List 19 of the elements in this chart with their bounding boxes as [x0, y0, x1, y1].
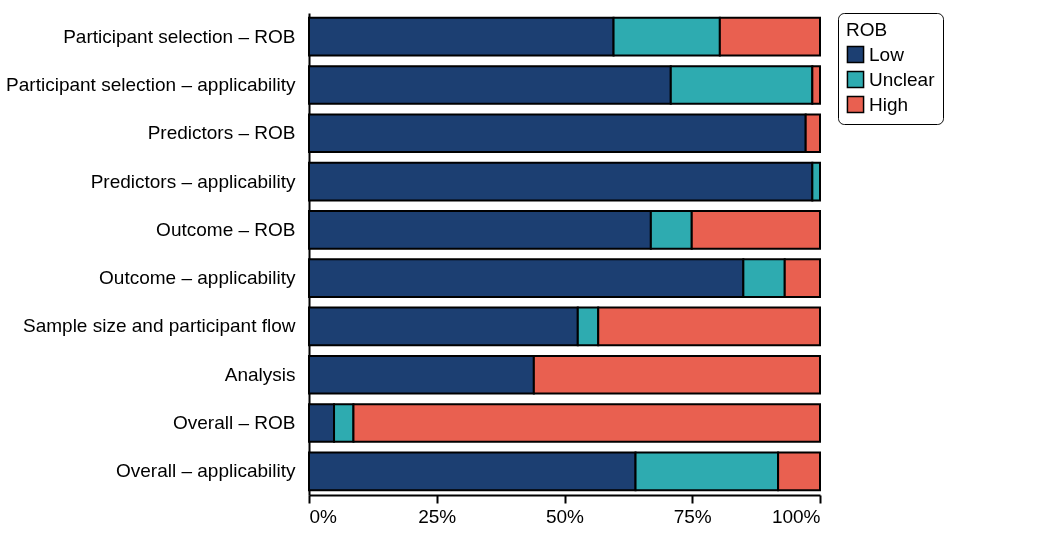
x-tick-label: 100%: [771, 505, 821, 527]
x-tick-label: 50%: [545, 505, 585, 527]
y-tick-label: Outcome – applicability: [99, 267, 296, 289]
y-tick-label: Sample size and participant flow: [23, 315, 296, 337]
x-tick-label: 25%: [418, 505, 457, 527]
x-tick-label: 0%: [309, 505, 338, 527]
legend-label: High: [869, 93, 909, 115]
legend-label: Unclear: [869, 68, 936, 90]
legend-label: Low: [869, 43, 905, 65]
y-tick-label: Outcome – ROB: [156, 218, 296, 240]
y-tick-label: Participant selection – ROB: [63, 25, 296, 47]
y-tick-label: Predictors – applicability: [90, 170, 296, 192]
y-tick-label: Overall – applicability: [115, 460, 296, 482]
y-tick-label: Predictors – ROB: [147, 122, 296, 144]
y-tick-label: Analysis: [224, 363, 296, 385]
y-tick-label: Participant selection – applicability: [6, 73, 296, 95]
y-tick-label: Overall – ROB: [173, 412, 296, 434]
x-tick-label: 75%: [673, 505, 712, 527]
legend-title: ROB: [846, 19, 888, 40]
